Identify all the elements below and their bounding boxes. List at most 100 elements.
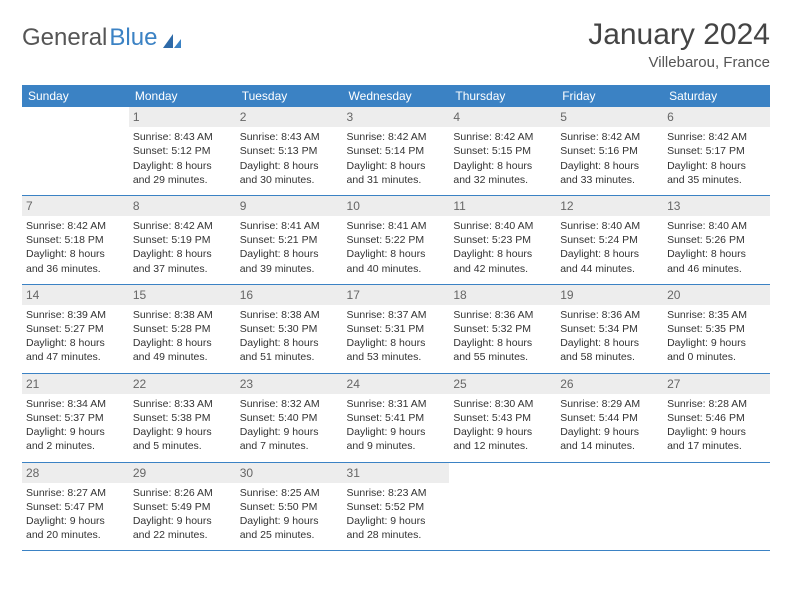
cell-text-line: Sunrise: 8:26 AM bbox=[133, 486, 232, 500]
cell-text-line: and 12 minutes. bbox=[453, 439, 552, 453]
day-number: 16 bbox=[236, 285, 343, 305]
cell-text-line: Sunset: 5:47 PM bbox=[26, 500, 125, 514]
cell-text-line: Sunset: 5:37 PM bbox=[26, 411, 125, 425]
cell-text-line: Sunset: 5:13 PM bbox=[240, 144, 339, 158]
day-number: 4 bbox=[449, 107, 556, 127]
day-number: 18 bbox=[449, 285, 556, 305]
day-number: 12 bbox=[556, 196, 663, 216]
day-number: 7 bbox=[22, 196, 129, 216]
cell-text-line: and 9 minutes. bbox=[347, 439, 446, 453]
day-number: 17 bbox=[343, 285, 450, 305]
cell-text-line: Sunrise: 8:42 AM bbox=[667, 130, 766, 144]
cell-text-line: and 55 minutes. bbox=[453, 350, 552, 364]
day-header: Sunday bbox=[22, 85, 129, 107]
cell-text-line: Sunrise: 8:42 AM bbox=[453, 130, 552, 144]
cell-text-line: Daylight: 9 hours bbox=[453, 425, 552, 439]
day-header: Friday bbox=[556, 85, 663, 107]
calendar-cell: 17Sunrise: 8:37 AMSunset: 5:31 PMDayligh… bbox=[343, 284, 450, 373]
calendar-cell: 25Sunrise: 8:30 AMSunset: 5:43 PMDayligh… bbox=[449, 373, 556, 462]
calendar-cell: 29 Sunrise: 8:26 AMSunset: 5:49 PMDayligh… bbox=[129, 462, 236, 551]
day-number: 2 bbox=[236, 107, 343, 127]
cell-text-line: Daylight: 9 hours bbox=[667, 425, 766, 439]
calendar-cell: 21Sunrise: 8:34 AMSunset: 5:37 PMDayligh… bbox=[22, 373, 129, 462]
calendar-week-row: 7Sunrise: 8:42 AMSunset: 5:18 PMDaylight… bbox=[22, 195, 770, 284]
cell-text-line: Sunset: 5:44 PM bbox=[560, 411, 659, 425]
day-header: Thursday bbox=[449, 85, 556, 107]
calendar-cell: 20Sunrise: 8:35 AMSunset: 5:35 PMDayligh… bbox=[663, 284, 770, 373]
day-number: 22 bbox=[129, 374, 236, 394]
cell-text-line: Sunset: 5:49 PM bbox=[133, 500, 232, 514]
day-number: 23 bbox=[236, 374, 343, 394]
day-number: 29 bbox=[129, 463, 236, 483]
cell-text-line: Sunset: 5:23 PM bbox=[453, 233, 552, 247]
day-number: 25 bbox=[449, 374, 556, 394]
cell-text-line: and 37 minutes. bbox=[133, 262, 232, 276]
day-header: Monday bbox=[129, 85, 236, 107]
day-number bbox=[22, 107, 129, 127]
cell-text-line: Daylight: 8 hours bbox=[26, 247, 125, 261]
cell-text-line: and 0 minutes. bbox=[667, 350, 766, 364]
cell-text-line: Daylight: 8 hours bbox=[347, 336, 446, 350]
day-number: 24 bbox=[343, 374, 450, 394]
cell-text-line: and 2 minutes. bbox=[26, 439, 125, 453]
calendar-cell bbox=[22, 107, 129, 195]
cell-text-line: Sunset: 5:21 PM bbox=[240, 233, 339, 247]
cell-text-line: Sunset: 5:28 PM bbox=[133, 322, 232, 336]
cell-text-line: and 58 minutes. bbox=[560, 350, 659, 364]
cell-text-line: and 28 minutes. bbox=[347, 528, 446, 542]
calendar-cell: 1Sunrise: 8:43 AMSunset: 5:12 PMDaylight… bbox=[129, 107, 236, 195]
cell-text-line: and 25 minutes. bbox=[240, 528, 339, 542]
cell-text-line: and 44 minutes. bbox=[560, 262, 659, 276]
cell-text-line: Sunrise: 8:42 AM bbox=[347, 130, 446, 144]
cell-text-line: Sunrise: 8:33 AM bbox=[133, 397, 232, 411]
day-number: 6 bbox=[663, 107, 770, 127]
day-number: 15 bbox=[129, 285, 236, 305]
title-block: January 2024 Villebarou, France bbox=[588, 18, 770, 71]
calendar-cell: 8Sunrise: 8:42 AMSunset: 5:19 PMDaylight… bbox=[129, 195, 236, 284]
cell-text-line: Sunset: 5:18 PM bbox=[26, 233, 125, 247]
day-number: 3 bbox=[343, 107, 450, 127]
cell-text-line: and 31 minutes. bbox=[347, 173, 446, 187]
calendar-cell: 16Sunrise: 8:38 AMSunset: 5:30 PMDayligh… bbox=[236, 284, 343, 373]
cell-text-line: Sunrise: 8:28 AM bbox=[667, 397, 766, 411]
cell-text-line: Daylight: 9 hours bbox=[133, 514, 232, 528]
cell-text-line: Sunset: 5:30 PM bbox=[240, 322, 339, 336]
cell-text-line: and 53 minutes. bbox=[347, 350, 446, 364]
day-number: 21 bbox=[22, 374, 129, 394]
cell-text-line: Daylight: 8 hours bbox=[347, 247, 446, 261]
cell-text-line: Sunrise: 8:40 AM bbox=[667, 219, 766, 233]
cell-text-line: Sunset: 5:35 PM bbox=[667, 322, 766, 336]
cell-text-line: Sunset: 5:43 PM bbox=[453, 411, 552, 425]
cell-text-line: Sunrise: 8:25 AM bbox=[240, 486, 339, 500]
cell-text-line: Sunset: 5:31 PM bbox=[347, 322, 446, 336]
cell-text-line: Sunrise: 8:32 AM bbox=[240, 397, 339, 411]
cell-text-line: Sunrise: 8:36 AM bbox=[453, 308, 552, 322]
cell-text-line: Daylight: 8 hours bbox=[240, 159, 339, 173]
cell-text-line: Sunrise: 8:43 AM bbox=[133, 130, 232, 144]
day-number: 1 bbox=[129, 107, 236, 127]
cell-text-line: Daylight: 8 hours bbox=[560, 247, 659, 261]
day-number: 8 bbox=[129, 196, 236, 216]
cell-text-line: Daylight: 9 hours bbox=[347, 425, 446, 439]
day-header: Saturday bbox=[663, 85, 770, 107]
calendar-cell: 6Sunrise: 8:42 AMSunset: 5:17 PMDaylight… bbox=[663, 107, 770, 195]
cell-text-line: Sunrise: 8:31 AM bbox=[347, 397, 446, 411]
cell-text-line: and 20 minutes. bbox=[26, 528, 125, 542]
cell-text-line: Sunrise: 8:36 AM bbox=[560, 308, 659, 322]
calendar-cell: 28Sunrise: 8:27 AMSunset: 5:47 PMDayligh… bbox=[22, 462, 129, 551]
cell-text-line: Sunrise: 8:40 AM bbox=[560, 219, 659, 233]
calendar-cell: 5Sunrise: 8:42 AMSunset: 5:16 PMDaylight… bbox=[556, 107, 663, 195]
calendar-cell: 19Sunrise: 8:36 AMSunset: 5:34 PMDayligh… bbox=[556, 284, 663, 373]
cell-text-line: Daylight: 8 hours bbox=[240, 336, 339, 350]
cell-text-line: Daylight: 8 hours bbox=[560, 159, 659, 173]
calendar-week-row: 14Sunrise: 8:39 AMSunset: 5:27 PMDayligh… bbox=[22, 284, 770, 373]
cell-text-line: Sunrise: 8:27 AM bbox=[26, 486, 125, 500]
calendar-header-row: SundayMondayTuesdayWednesdayThursdayFrid… bbox=[22, 85, 770, 107]
cell-text-line: Sunset: 5:46 PM bbox=[667, 411, 766, 425]
calendar-cell: 30Sunrise: 8:25 AMSunset: 5:50 PMDayligh… bbox=[236, 462, 343, 551]
cell-text-line: Sunrise: 8:35 AM bbox=[667, 308, 766, 322]
day-number: 31 bbox=[343, 463, 450, 483]
cell-text-line: Daylight: 8 hours bbox=[347, 159, 446, 173]
logo-text-1: General bbox=[22, 24, 107, 52]
cell-text-line: Daylight: 9 hours bbox=[667, 336, 766, 350]
